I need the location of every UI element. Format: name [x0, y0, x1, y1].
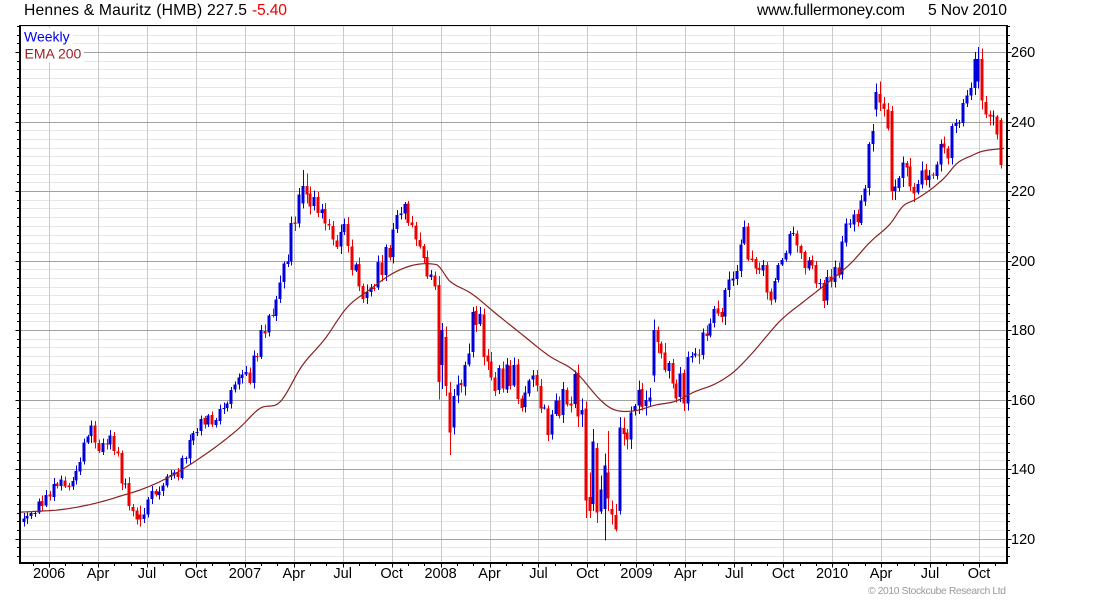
svg-text:Oct: Oct: [576, 566, 599, 582]
svg-text:2007: 2007: [229, 566, 261, 582]
svg-text:Oct: Oct: [185, 566, 208, 582]
svg-text:240: 240: [1011, 115, 1035, 131]
svg-text:200: 200: [1011, 254, 1035, 270]
svg-text:220: 220: [1011, 184, 1035, 200]
svg-text:160: 160: [1011, 393, 1035, 409]
svg-text:5 Nov 2010: 5 Nov 2010: [928, 2, 1007, 19]
svg-text:Apr: Apr: [87, 566, 110, 582]
svg-text:Apr: Apr: [870, 566, 893, 582]
svg-text:Apr: Apr: [283, 566, 306, 582]
svg-text:Jul: Jul: [725, 566, 744, 582]
svg-text:140: 140: [1011, 462, 1035, 478]
svg-text:2010: 2010: [816, 566, 848, 582]
svg-text:Oct: Oct: [968, 566, 991, 582]
svg-text:Jul: Jul: [138, 566, 157, 582]
svg-text:Jul: Jul: [921, 566, 940, 582]
svg-text:www.fullermoney.com: www.fullermoney.com: [756, 2, 905, 19]
svg-text:Jul: Jul: [333, 566, 352, 582]
svg-text:Jul: Jul: [529, 566, 548, 582]
svg-text:Apr: Apr: [478, 566, 501, 582]
svg-text:2008: 2008: [424, 566, 456, 582]
svg-text:Oct: Oct: [772, 566, 795, 582]
svg-text:© 2010 Stockcube Research Ltd: © 2010 Stockcube Research Ltd: [868, 586, 1006, 597]
svg-text:Apr: Apr: [674, 566, 697, 582]
svg-text:-5.40: -5.40: [252, 2, 287, 19]
svg-text:180: 180: [1011, 323, 1035, 339]
svg-text:Weekly: Weekly: [24, 29, 70, 45]
svg-text:EMA 200: EMA 200: [25, 46, 82, 62]
svg-text:Hennes & Mauritz (HMB) 227.5: Hennes & Mauritz (HMB) 227.5: [24, 2, 247, 19]
svg-text:2009: 2009: [620, 566, 652, 582]
svg-text:2006: 2006: [33, 566, 65, 582]
svg-text:260: 260: [1011, 45, 1035, 61]
svg-text:120: 120: [1011, 532, 1035, 548]
svg-text:Oct: Oct: [380, 566, 403, 582]
